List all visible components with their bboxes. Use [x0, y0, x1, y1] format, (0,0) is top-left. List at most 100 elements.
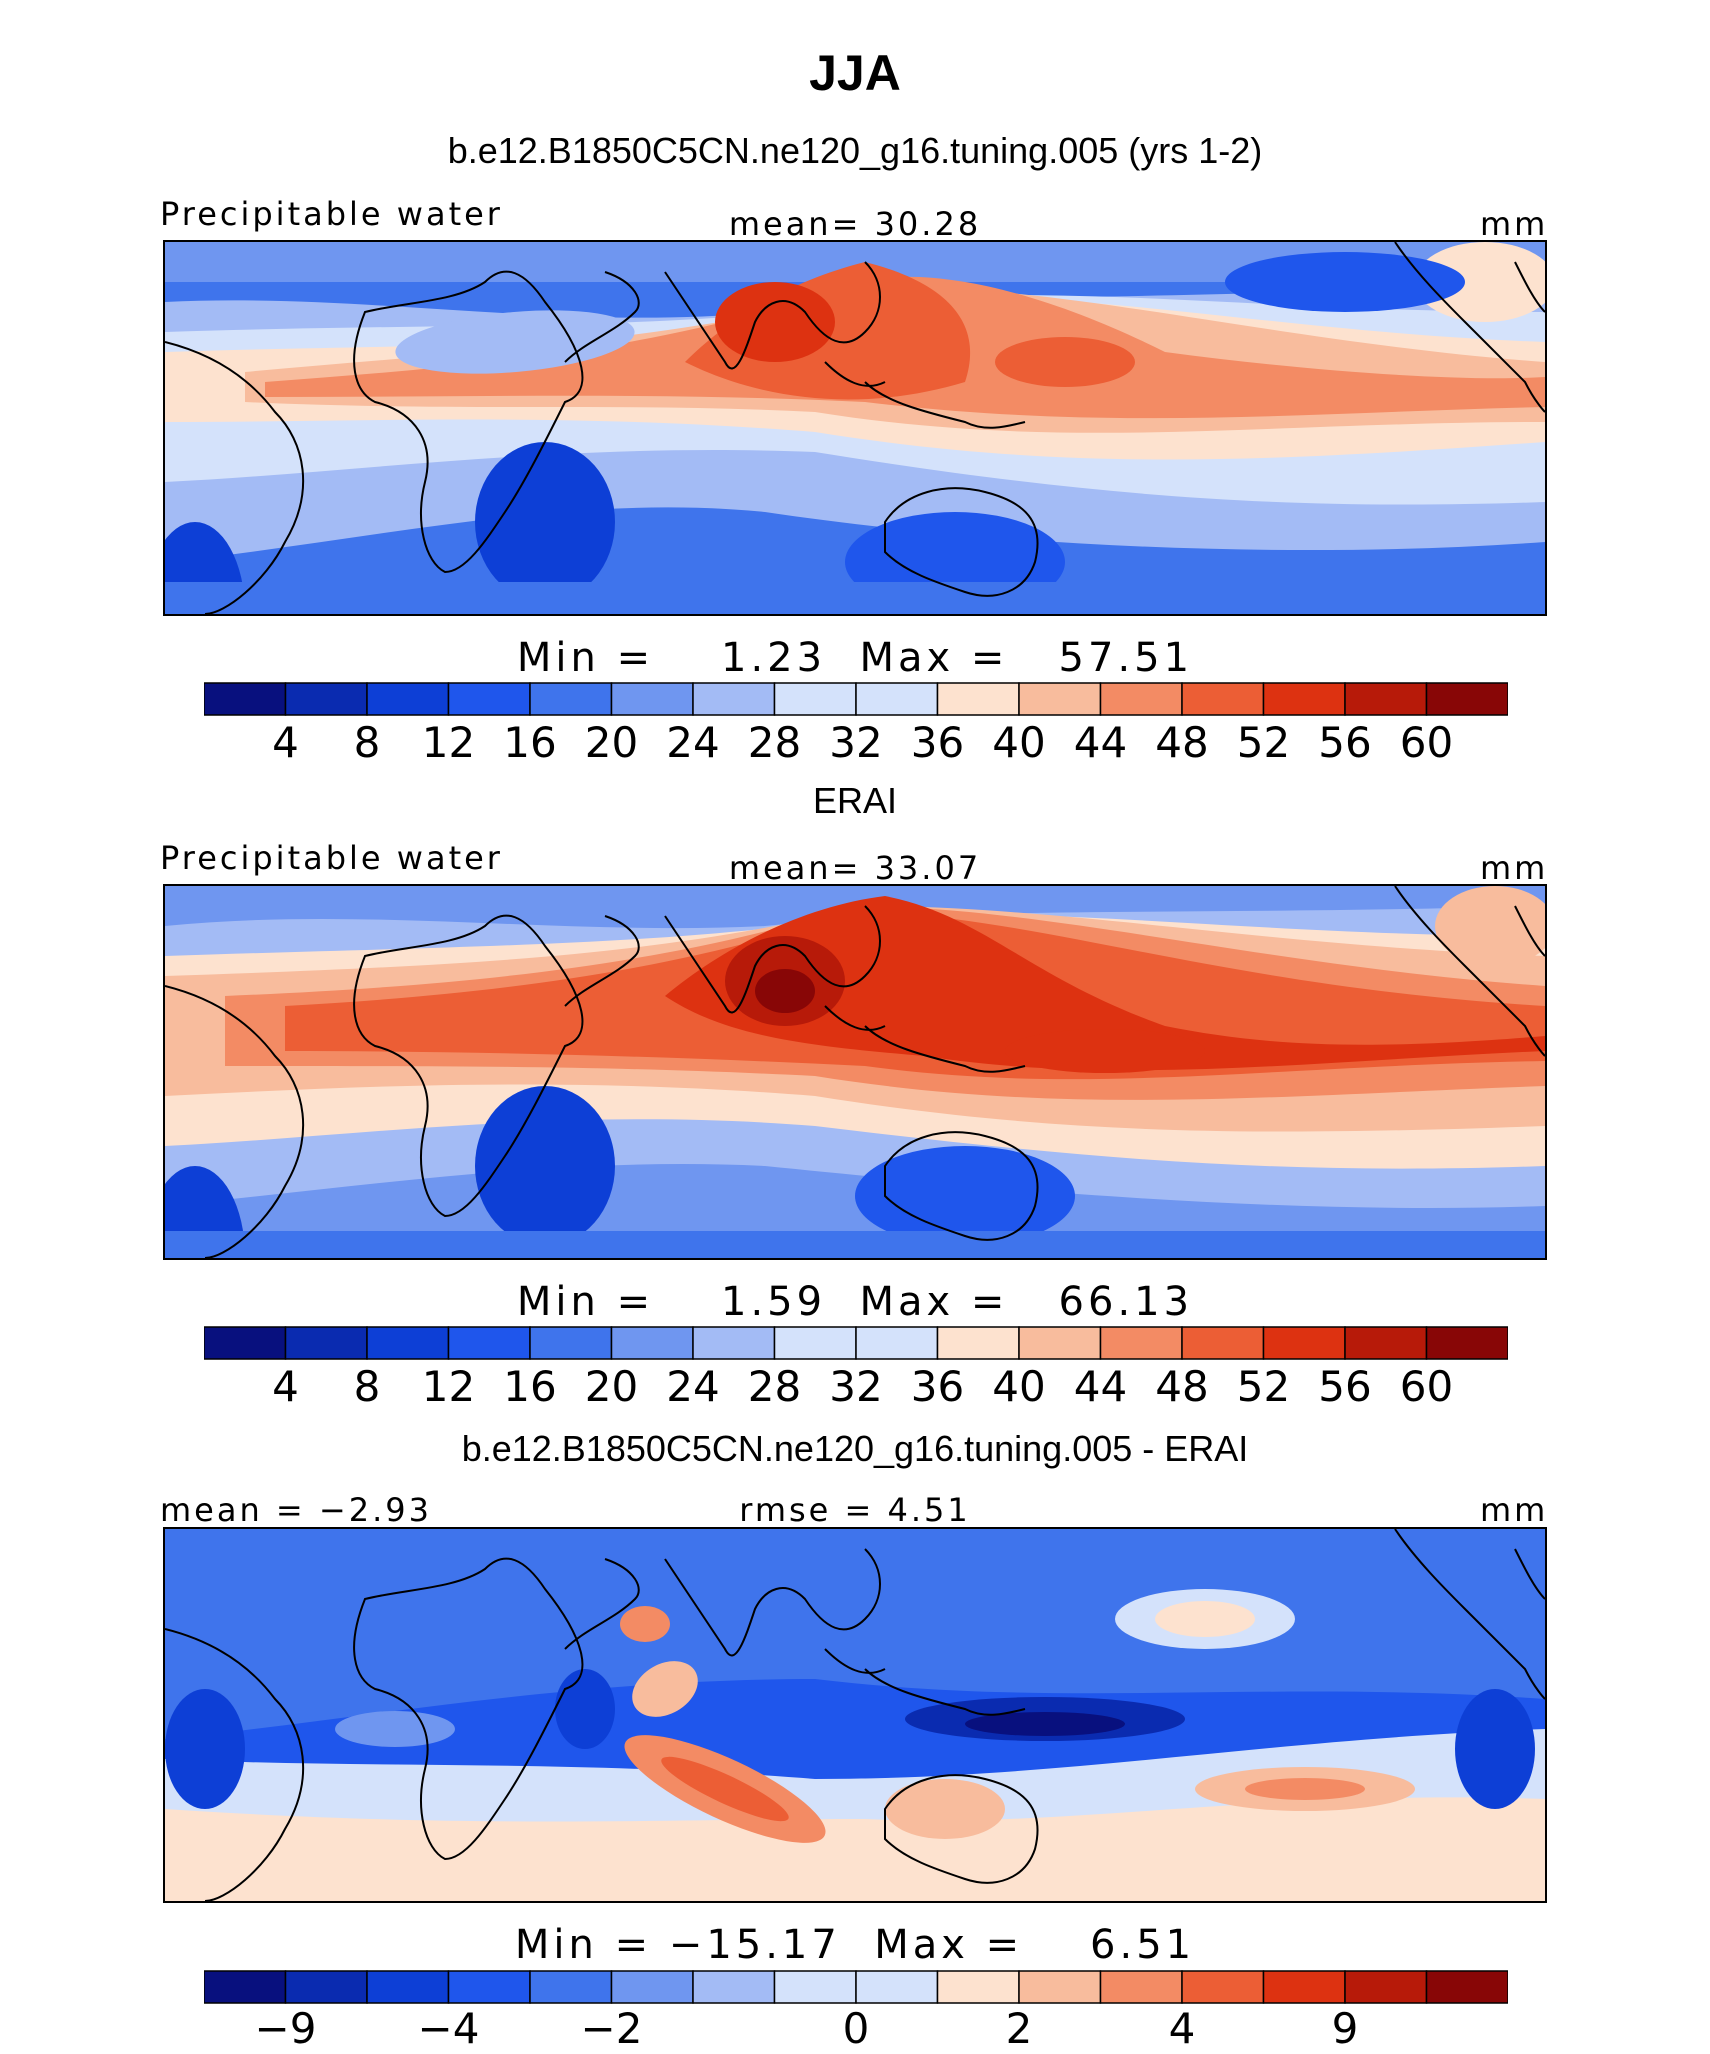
colorbar-tick-label: 8 [353, 1362, 381, 1411]
coastline [824, 1648, 886, 1674]
panel-2-variable-label: Precipitable water [160, 839, 503, 877]
colorbar-box [773, 682, 857, 716]
panel-3-colorbar-ticks: −9 −4 −2 0 2 4 9 [204, 2008, 1508, 2054]
coastline [884, 1131, 1039, 1241]
colorbar-tick-label: 28 [747, 718, 802, 767]
coastline [1514, 905, 1545, 957]
colorbar-box [855, 1326, 939, 1360]
colorbar-tick-label: 24 [666, 718, 720, 767]
colorbar-tick-label: 52 [1236, 1362, 1291, 1411]
coastline [1514, 1548, 1545, 1600]
coastline [1514, 261, 1545, 313]
colorbar-tick-label: 44 [1073, 1362, 1128, 1411]
colorbar-box [366, 682, 450, 716]
panel-2-colorbar [204, 1326, 1508, 1360]
colorbar-tick-label: 44 [1073, 718, 1128, 767]
colorbar-box [855, 1970, 939, 2004]
colorbar-tick-label: −4 [417, 2004, 480, 2053]
colorbar-box [855, 682, 939, 716]
panel-3-mean-label: mean = −2.93 [160, 1491, 432, 1529]
coastline [824, 1005, 886, 1031]
coastline [1394, 1529, 1545, 1700]
colorbar-tick-label: 9 [1331, 2004, 1359, 2053]
colorbar-box [1099, 1970, 1183, 2004]
panel-1-colorbar-ticks: 4 8 12 16 20 24 28 32 36 40 44 48 52 56 60 [204, 722, 1508, 768]
coastline [664, 905, 881, 1014]
panel-2-contour-field [165, 886, 1545, 1258]
colorbar-box [936, 682, 1020, 716]
colorbar-box [610, 682, 694, 716]
colorbar-box [1344, 1970, 1428, 2004]
coastline [564, 915, 640, 1007]
colorbar-box [529, 682, 613, 716]
colorbar-box [773, 1326, 857, 1360]
coastline [864, 1025, 1026, 1073]
panel-1-minmax: Min = 1.23 Max = 57.51 [516, 635, 1194, 681]
colorbar-box [204, 682, 287, 716]
coastline [353, 914, 584, 1218]
colorbar-tick-label: 12 [421, 718, 476, 767]
panel-1-variable-label: Precipitable water [160, 195, 503, 233]
colorbar-box [1181, 1970, 1265, 2004]
colorbar-box [1018, 1970, 1102, 2004]
colorbar-box [1425, 1970, 1508, 2004]
colorbar-box [284, 682, 368, 716]
panel-1-colorbar [204, 682, 1508, 716]
coastline [165, 341, 305, 614]
colorbar-box [366, 1970, 450, 2004]
colorbar-box [610, 1326, 694, 1360]
colorbar-tick-label: 32 [829, 1362, 883, 1411]
colorbar-tick-label: −9 [254, 2004, 317, 2053]
colorbar-tick-label: 48 [1155, 718, 1209, 767]
panel-3-minmax: Min = −15.17 Max = 6.51 [514, 1922, 1196, 1968]
panel-2-mean-label: mean= 33.07 [728, 849, 982, 887]
colorbar-tick-label: 36 [910, 1362, 965, 1411]
colorbar-tick-label: 36 [910, 718, 965, 767]
panel-2-map [163, 884, 1547, 1260]
colorbar-box [1099, 682, 1183, 716]
panel-3-title: b.e12.B1850C5CN.ne120_g16.tuning.005 - E… [461, 1428, 1249, 1469]
coastline [165, 985, 305, 1258]
colorbar-box [773, 1970, 857, 2004]
colorbar-box [1018, 682, 1102, 716]
coastline [165, 1628, 305, 1901]
coastline [664, 261, 881, 370]
colorbar-box [1099, 1326, 1183, 1360]
colorbar-tick-label: 56 [1318, 1362, 1372, 1411]
panel-3-colorbar [204, 1970, 1508, 2004]
colorbar-box [692, 1970, 776, 2004]
colorbar-tick-label: 4 [1168, 2004, 1196, 2053]
colorbar-box [447, 1326, 531, 1360]
colorbar-tick-label: 48 [1155, 1362, 1209, 1411]
colorbar-box [529, 1326, 613, 1360]
colorbar-tick-label: 12 [421, 1362, 476, 1411]
coastline [353, 1557, 584, 1861]
panel-2-title: ERAI [812, 780, 898, 821]
colorbar-tick-label: 0 [842, 2004, 870, 2053]
coastline [884, 487, 1039, 597]
colorbar-box [610, 1970, 694, 2004]
colorbar-tick-label: 56 [1318, 718, 1372, 767]
coastline [664, 1548, 881, 1657]
colorbar-tick-label: 2 [1005, 2004, 1033, 2053]
colorbar-tick-label: 60 [1399, 718, 1454, 767]
panel-1-units-label: mm [1480, 205, 1549, 243]
panel-2-colorbar-ticks: 4 8 12 16 20 24 28 32 36 40 44 48 52 56 60 [204, 1366, 1508, 1412]
colorbar-box [1262, 682, 1346, 716]
colorbar-box [284, 1970, 368, 2004]
colorbar-box [204, 1970, 287, 2004]
colorbar-box [366, 1326, 450, 1360]
colorbar-box [1181, 1326, 1265, 1360]
colorbar-box [529, 1970, 613, 2004]
panel-3-map [163, 1527, 1547, 1903]
colorbar-box [447, 1970, 531, 2004]
panel-1-title: b.e12.B1850C5CN.ne120_g16.tuning.005 (yr… [447, 130, 1263, 171]
coastline [864, 381, 1026, 429]
colorbar-tick-label: 40 [992, 1362, 1046, 1411]
colorbar-box [1262, 1326, 1346, 1360]
panel-1-mean-label: mean= 30.28 [728, 205, 982, 243]
coastline [1394, 886, 1545, 1057]
colorbar-box [1344, 682, 1428, 716]
coastline [564, 271, 640, 363]
colorbar-tick-label: 16 [503, 1362, 557, 1411]
